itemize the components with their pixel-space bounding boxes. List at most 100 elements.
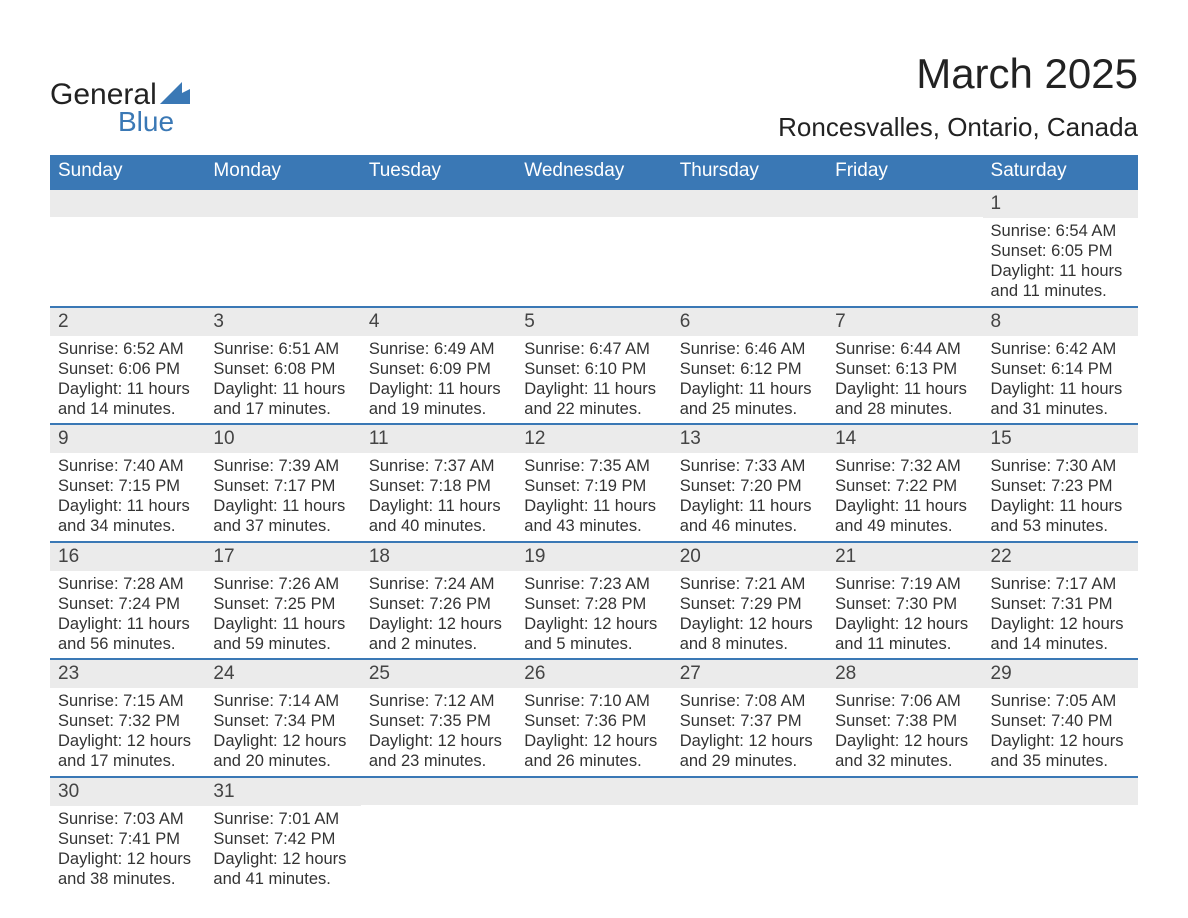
sunset-text: Sunset: 7:29 PM [680,594,819,614]
day-number [361,190,516,217]
calendar-header: Sunday Monday Tuesday Wednesday Thursday… [50,155,1138,188]
day-number: 3 [205,308,360,336]
sunset-text: Sunset: 7:15 PM [58,476,197,496]
dow-wednesday: Wednesday [516,155,671,188]
daylight-text: Daylight: 11 hours and 22 minutes. [524,379,663,419]
sunrise-text: Sunrise: 7:03 AM [58,809,197,829]
day-body: Sunrise: 7:06 AMSunset: 7:38 PMDaylight:… [827,688,982,776]
day-body: Sunrise: 6:44 AMSunset: 6:13 PMDaylight:… [827,336,982,424]
sunrise-text: Sunrise: 6:54 AM [991,221,1130,241]
daylight-text: Daylight: 12 hours and 5 minutes. [524,614,663,654]
daylight-text: Daylight: 11 hours and 34 minutes. [58,496,197,536]
dow-sunday: Sunday [50,155,205,188]
daylight-text: Daylight: 11 hours and 40 minutes. [369,496,508,536]
sunrise-text: Sunrise: 7:26 AM [213,574,352,594]
day-number [361,778,516,805]
calendar-week: 9Sunrise: 7:40 AMSunset: 7:15 PMDaylight… [50,423,1138,541]
sunset-text: Sunset: 7:37 PM [680,711,819,731]
sunset-text: Sunset: 6:09 PM [369,359,508,379]
sunset-text: Sunset: 6:13 PM [835,359,974,379]
day-body: Sunrise: 7:03 AMSunset: 7:41 PMDaylight:… [50,806,205,894]
sunset-text: Sunset: 6:06 PM [58,359,197,379]
calendar-day: 13Sunrise: 7:33 AMSunset: 7:20 PMDayligh… [672,425,827,541]
daylight-text: Daylight: 12 hours and 11 minutes. [835,614,974,654]
day-number: 7 [827,308,982,336]
daylight-text: Daylight: 11 hours and 49 minutes. [835,496,974,536]
calendar-day: 23Sunrise: 7:15 AMSunset: 7:32 PMDayligh… [50,660,205,776]
calendar-day: 17Sunrise: 7:26 AMSunset: 7:25 PMDayligh… [205,543,360,659]
day-number: 8 [983,308,1138,336]
sunrise-text: Sunrise: 7:30 AM [991,456,1130,476]
month-title: March 2025 [778,50,1138,98]
calendar-week: 2Sunrise: 6:52 AMSunset: 6:06 PMDaylight… [50,306,1138,424]
dow-friday: Friday [827,155,982,188]
dow-saturday: Saturday [983,155,1138,188]
daylight-text: Daylight: 12 hours and 41 minutes. [213,849,352,889]
daylight-text: Daylight: 11 hours and 56 minutes. [58,614,197,654]
location: Roncesvalles, Ontario, Canada [778,112,1138,143]
sunset-text: Sunset: 7:31 PM [991,594,1130,614]
sunset-text: Sunset: 7:34 PM [213,711,352,731]
day-number [672,778,827,805]
day-body: Sunrise: 6:46 AMSunset: 6:12 PMDaylight:… [672,336,827,424]
day-body [516,805,671,885]
day-body: Sunrise: 6:47 AMSunset: 6:10 PMDaylight:… [516,336,671,424]
daylight-text: Daylight: 11 hours and 14 minutes. [58,379,197,419]
sunrise-text: Sunrise: 7:12 AM [369,691,508,711]
day-number: 29 [983,660,1138,688]
sunset-text: Sunset: 7:24 PM [58,594,197,614]
sunset-text: Sunset: 7:22 PM [835,476,974,496]
day-body: Sunrise: 7:10 AMSunset: 7:36 PMDaylight:… [516,688,671,776]
calendar-day [516,190,671,306]
day-number: 10 [205,425,360,453]
sunrise-text: Sunrise: 7:28 AM [58,574,197,594]
daylight-text: Daylight: 12 hours and 2 minutes. [369,614,508,654]
sunrise-text: Sunrise: 7:17 AM [991,574,1130,594]
sunrise-text: Sunrise: 7:39 AM [213,456,352,476]
calendar-day: 3Sunrise: 6:51 AMSunset: 6:08 PMDaylight… [205,308,360,424]
sunset-text: Sunset: 7:17 PM [213,476,352,496]
sunset-text: Sunset: 7:41 PM [58,829,197,849]
calendar-day: 18Sunrise: 7:24 AMSunset: 7:26 PMDayligh… [361,543,516,659]
dow-monday: Monday [205,155,360,188]
day-body: Sunrise: 7:32 AMSunset: 7:22 PMDaylight:… [827,453,982,541]
day-body: Sunrise: 7:19 AMSunset: 7:30 PMDaylight:… [827,571,982,659]
day-body: Sunrise: 6:49 AMSunset: 6:09 PMDaylight:… [361,336,516,424]
day-number: 24 [205,660,360,688]
day-number: 28 [827,660,982,688]
day-number: 17 [205,543,360,571]
daylight-text: Daylight: 11 hours and 19 minutes. [369,379,508,419]
calendar: Sunday Monday Tuesday Wednesday Thursday… [50,155,1138,893]
calendar-day: 26Sunrise: 7:10 AMSunset: 7:36 PMDayligh… [516,660,671,776]
sunset-text: Sunset: 7:42 PM [213,829,352,849]
day-body: Sunrise: 7:33 AMSunset: 7:20 PMDaylight:… [672,453,827,541]
calendar-day [361,190,516,306]
day-number: 19 [516,543,671,571]
daylight-text: Daylight: 12 hours and 14 minutes. [991,614,1130,654]
day-number: 15 [983,425,1138,453]
daylight-text: Daylight: 11 hours and 25 minutes. [680,379,819,419]
day-number [827,778,982,805]
sunset-text: Sunset: 7:36 PM [524,711,663,731]
daylight-text: Daylight: 11 hours and 37 minutes. [213,496,352,536]
calendar-day: 10 Sunrise: 7:39 AMSunset: 7:17 PMDayligh… [205,425,360,541]
sunset-text: Sunset: 7:20 PM [680,476,819,496]
day-number [516,190,671,217]
calendar-week: 16Sunrise: 7:28 AMSunset: 7:24 PMDayligh… [50,541,1138,659]
calendar-day [983,778,1138,894]
sunset-text: Sunset: 7:26 PM [369,594,508,614]
daylight-text: Daylight: 12 hours and 29 minutes. [680,731,819,771]
day-body [361,217,516,297]
calendar-day [516,778,671,894]
daylight-text: Daylight: 12 hours and 20 minutes. [213,731,352,771]
daylight-text: Daylight: 12 hours and 35 minutes. [991,731,1130,771]
day-body: Sunrise: 7:21 AMSunset: 7:29 PMDaylight:… [672,571,827,659]
calendar-day: 15Sunrise: 7:30 AMSunset: 7:23 PMDayligh… [983,425,1138,541]
sunrise-text: Sunrise: 7:19 AM [835,574,974,594]
sunset-text: Sunset: 6:10 PM [524,359,663,379]
sunset-text: Sunset: 6:12 PM [680,359,819,379]
day-body: Sunrise: 7:30 AMSunset: 7:23 PMDaylight:… [983,453,1138,541]
title-block: March 2025 Roncesvalles, Ontario, Canada [778,50,1138,143]
daylight-text: Daylight: 11 hours and 11 minutes. [991,261,1130,301]
calendar-day [672,190,827,306]
